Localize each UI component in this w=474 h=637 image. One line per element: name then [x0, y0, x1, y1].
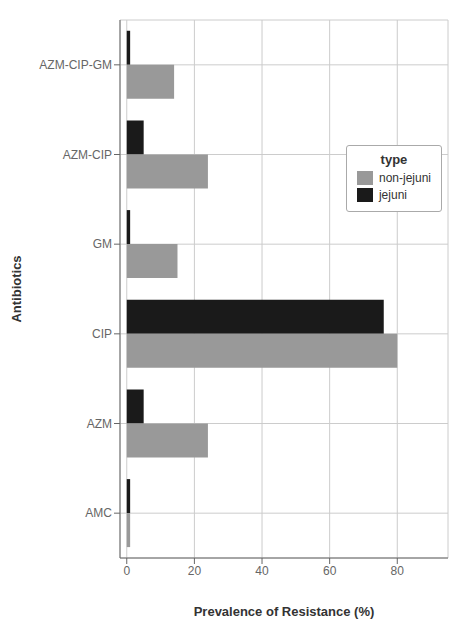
html-text:non-jejuni: non-jejuni — [379, 171, 431, 185]
html-text:type: type — [380, 152, 408, 167]
svg-text:GM: GM — [93, 237, 112, 251]
svg-text:CIP: CIP — [92, 327, 112, 341]
svg-text:Antibiotics: Antibiotics — [9, 255, 24, 322]
svg-text:AZM: AZM — [87, 417, 112, 431]
svg-text:20: 20 — [188, 564, 202, 578]
svg-text:Prevalence of Resistance (%): Prevalence of Resistance (%) — [194, 604, 375, 619]
svg-text:AMC: AMC — [85, 506, 112, 520]
html-text:jejuni: jejuni — [379, 188, 407, 202]
svg-text:0: 0 — [123, 564, 130, 578]
svg-text:40: 40 — [255, 564, 269, 578]
svg-text:60: 60 — [323, 564, 337, 578]
svg-text:AZM-CIP-GM: AZM-CIP-GM — [39, 58, 112, 72]
svg-text:AZM-CIP: AZM-CIP — [63, 148, 112, 162]
svg-text:80: 80 — [391, 564, 405, 578]
